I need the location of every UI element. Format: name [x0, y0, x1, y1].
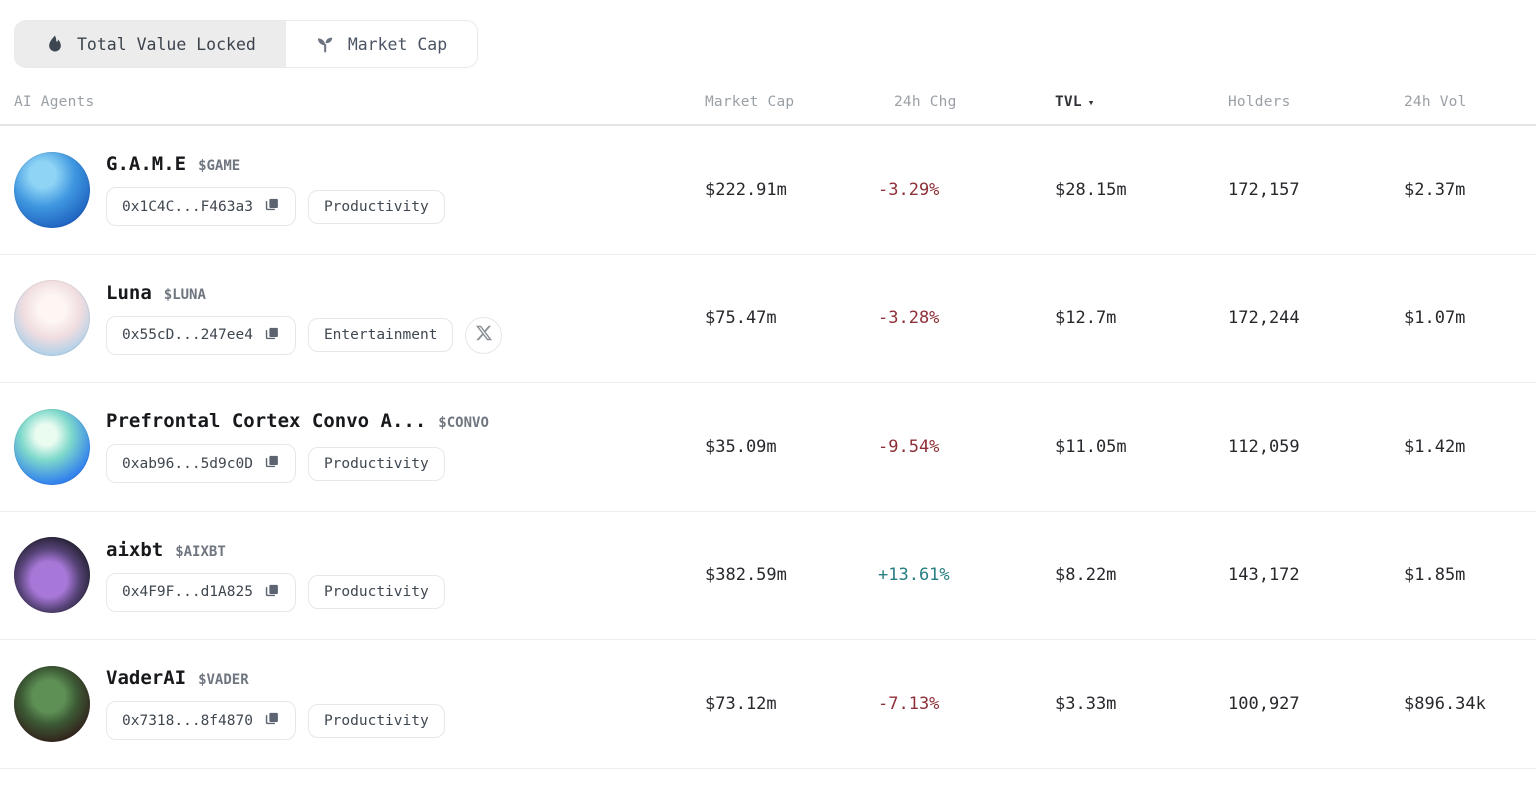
agent-avatar	[14, 151, 90, 228]
agent-ticker: $GAME	[198, 158, 241, 175]
x-icon	[475, 325, 492, 345]
market-cap-cell: $75.47m	[705, 308, 777, 329]
agent-ticker: $LUNA	[163, 286, 206, 303]
holders-cell: 172,157	[1228, 179, 1300, 200]
vol-cell: $896.34k	[1404, 693, 1486, 714]
column-header-market-cap[interactable]: Market Cap	[705, 94, 795, 110]
tab-total-value-locked[interactable]: Total Value Locked	[15, 21, 286, 67]
tvl-cell: $11.05m	[1055, 436, 1127, 457]
chg-cell: -3.29%	[878, 179, 940, 200]
agent-name: VaderAI	[106, 667, 187, 690]
chg-cell: -9.54%	[878, 436, 940, 457]
copy-icon[interactable]	[263, 710, 280, 731]
holders-cell: 112,059	[1228, 436, 1300, 457]
agent-avatar	[14, 665, 90, 742]
address-pill[interactable]: 0x55cD...247ee4	[106, 315, 296, 355]
category-pill: Productivity	[307, 446, 445, 481]
flame-icon	[45, 34, 65, 54]
column-header-ai-agents: AI Agents	[14, 94, 95, 110]
tvl-cell: $28.15m	[1055, 179, 1127, 200]
view-switcher: Total Value Locked Market Cap	[14, 20, 479, 68]
agent-name: Luna	[106, 281, 152, 304]
vol-cell: $1.85m	[1404, 565, 1466, 586]
tvl-cell: $3.33m	[1055, 693, 1117, 714]
x-link-button[interactable]	[465, 316, 503, 354]
market-cap-cell: $222.91m	[705, 179, 787, 200]
table-row[interactable]: Prefrontal Cortex Convo A... $CONVO 0xab…	[0, 383, 1536, 512]
tab-label: Total Value Locked	[77, 34, 256, 54]
copy-icon[interactable]	[263, 325, 280, 346]
category-pill: Productivity	[307, 575, 445, 610]
chg-cell: +13.61%	[878, 565, 950, 586]
address-pill[interactable]: 0x7318...8f4870	[106, 701, 296, 741]
category-pill: Entertainment	[307, 318, 454, 353]
tvl-cell: $12.7m	[1055, 308, 1117, 329]
table-row[interactable]: Luna $LUNA 0x55cD...247ee4 Entertainment	[0, 255, 1536, 383]
tab-label: Market Cap	[347, 34, 448, 54]
address-pill[interactable]: 0x4F9F...d1A825	[106, 572, 296, 612]
market-cap-cell: $382.59m	[705, 565, 787, 586]
chg-cell: -7.13%	[878, 693, 940, 714]
vol-cell: $1.42m	[1404, 436, 1466, 457]
tab-market-cap[interactable]: Market Cap	[285, 21, 478, 67]
vol-cell: $2.37m	[1404, 179, 1466, 200]
vol-cell: $1.07m	[1404, 308, 1466, 329]
table-row[interactable]: VaderAI $VADER 0x7318...8f4870 Productiv…	[0, 640, 1536, 769]
agent-name: Prefrontal Cortex Convo A...	[106, 410, 427, 433]
chg-cell: -3.28%	[878, 308, 940, 329]
copy-icon[interactable]	[263, 582, 280, 603]
category-pill: Productivity	[307, 189, 445, 224]
copy-icon[interactable]	[263, 196, 280, 217]
agent-name: aixbt	[106, 538, 164, 561]
copy-icon[interactable]	[263, 453, 280, 474]
holders-cell: 100,927	[1228, 693, 1300, 714]
agent-avatar	[14, 280, 90, 357]
table-header-row: AI Agents Market Cap 24h Chg TVL ▾ Holder…	[0, 94, 1536, 126]
table-row[interactable]: aixbt $AIXBT 0x4F9F...d1A825 Productivit…	[0, 512, 1536, 640]
agent-ticker: $AIXBT	[175, 543, 226, 560]
category-pill: Productivity	[307, 703, 445, 738]
address-pill[interactable]: 0xab96...5d9c0D	[106, 444, 296, 484]
column-header-holders[interactable]: Holders	[1228, 94, 1291, 110]
column-header-tvl[interactable]: TVL ▾	[1055, 94, 1095, 110]
holders-cell: 143,172	[1228, 565, 1300, 586]
sprout-icon	[316, 34, 336, 54]
agent-ticker: $CONVO	[438, 415, 489, 432]
column-header-24h-chg[interactable]: 24h Chg	[894, 94, 957, 110]
agent-name: G.A.M.E	[106, 153, 187, 176]
agent-ticker: $VADER	[198, 672, 249, 689]
agent-avatar	[14, 537, 90, 614]
agent-avatar	[14, 408, 90, 485]
sort-caret-icon: ▾	[1087, 96, 1095, 109]
tvl-cell: $8.22m	[1055, 565, 1117, 586]
address-pill[interactable]: 0x1C4C...F463a3	[106, 187, 296, 227]
column-header-24h-vol[interactable]: 24h Vol	[1404, 94, 1467, 110]
table-row[interactable]: G.A.M.E $GAME 0x1C4C...F463a3 Productivi…	[0, 126, 1536, 255]
holders-cell: 172,244	[1228, 308, 1300, 329]
market-cap-cell: $73.12m	[705, 693, 777, 714]
market-cap-cell: $35.09m	[705, 436, 777, 457]
